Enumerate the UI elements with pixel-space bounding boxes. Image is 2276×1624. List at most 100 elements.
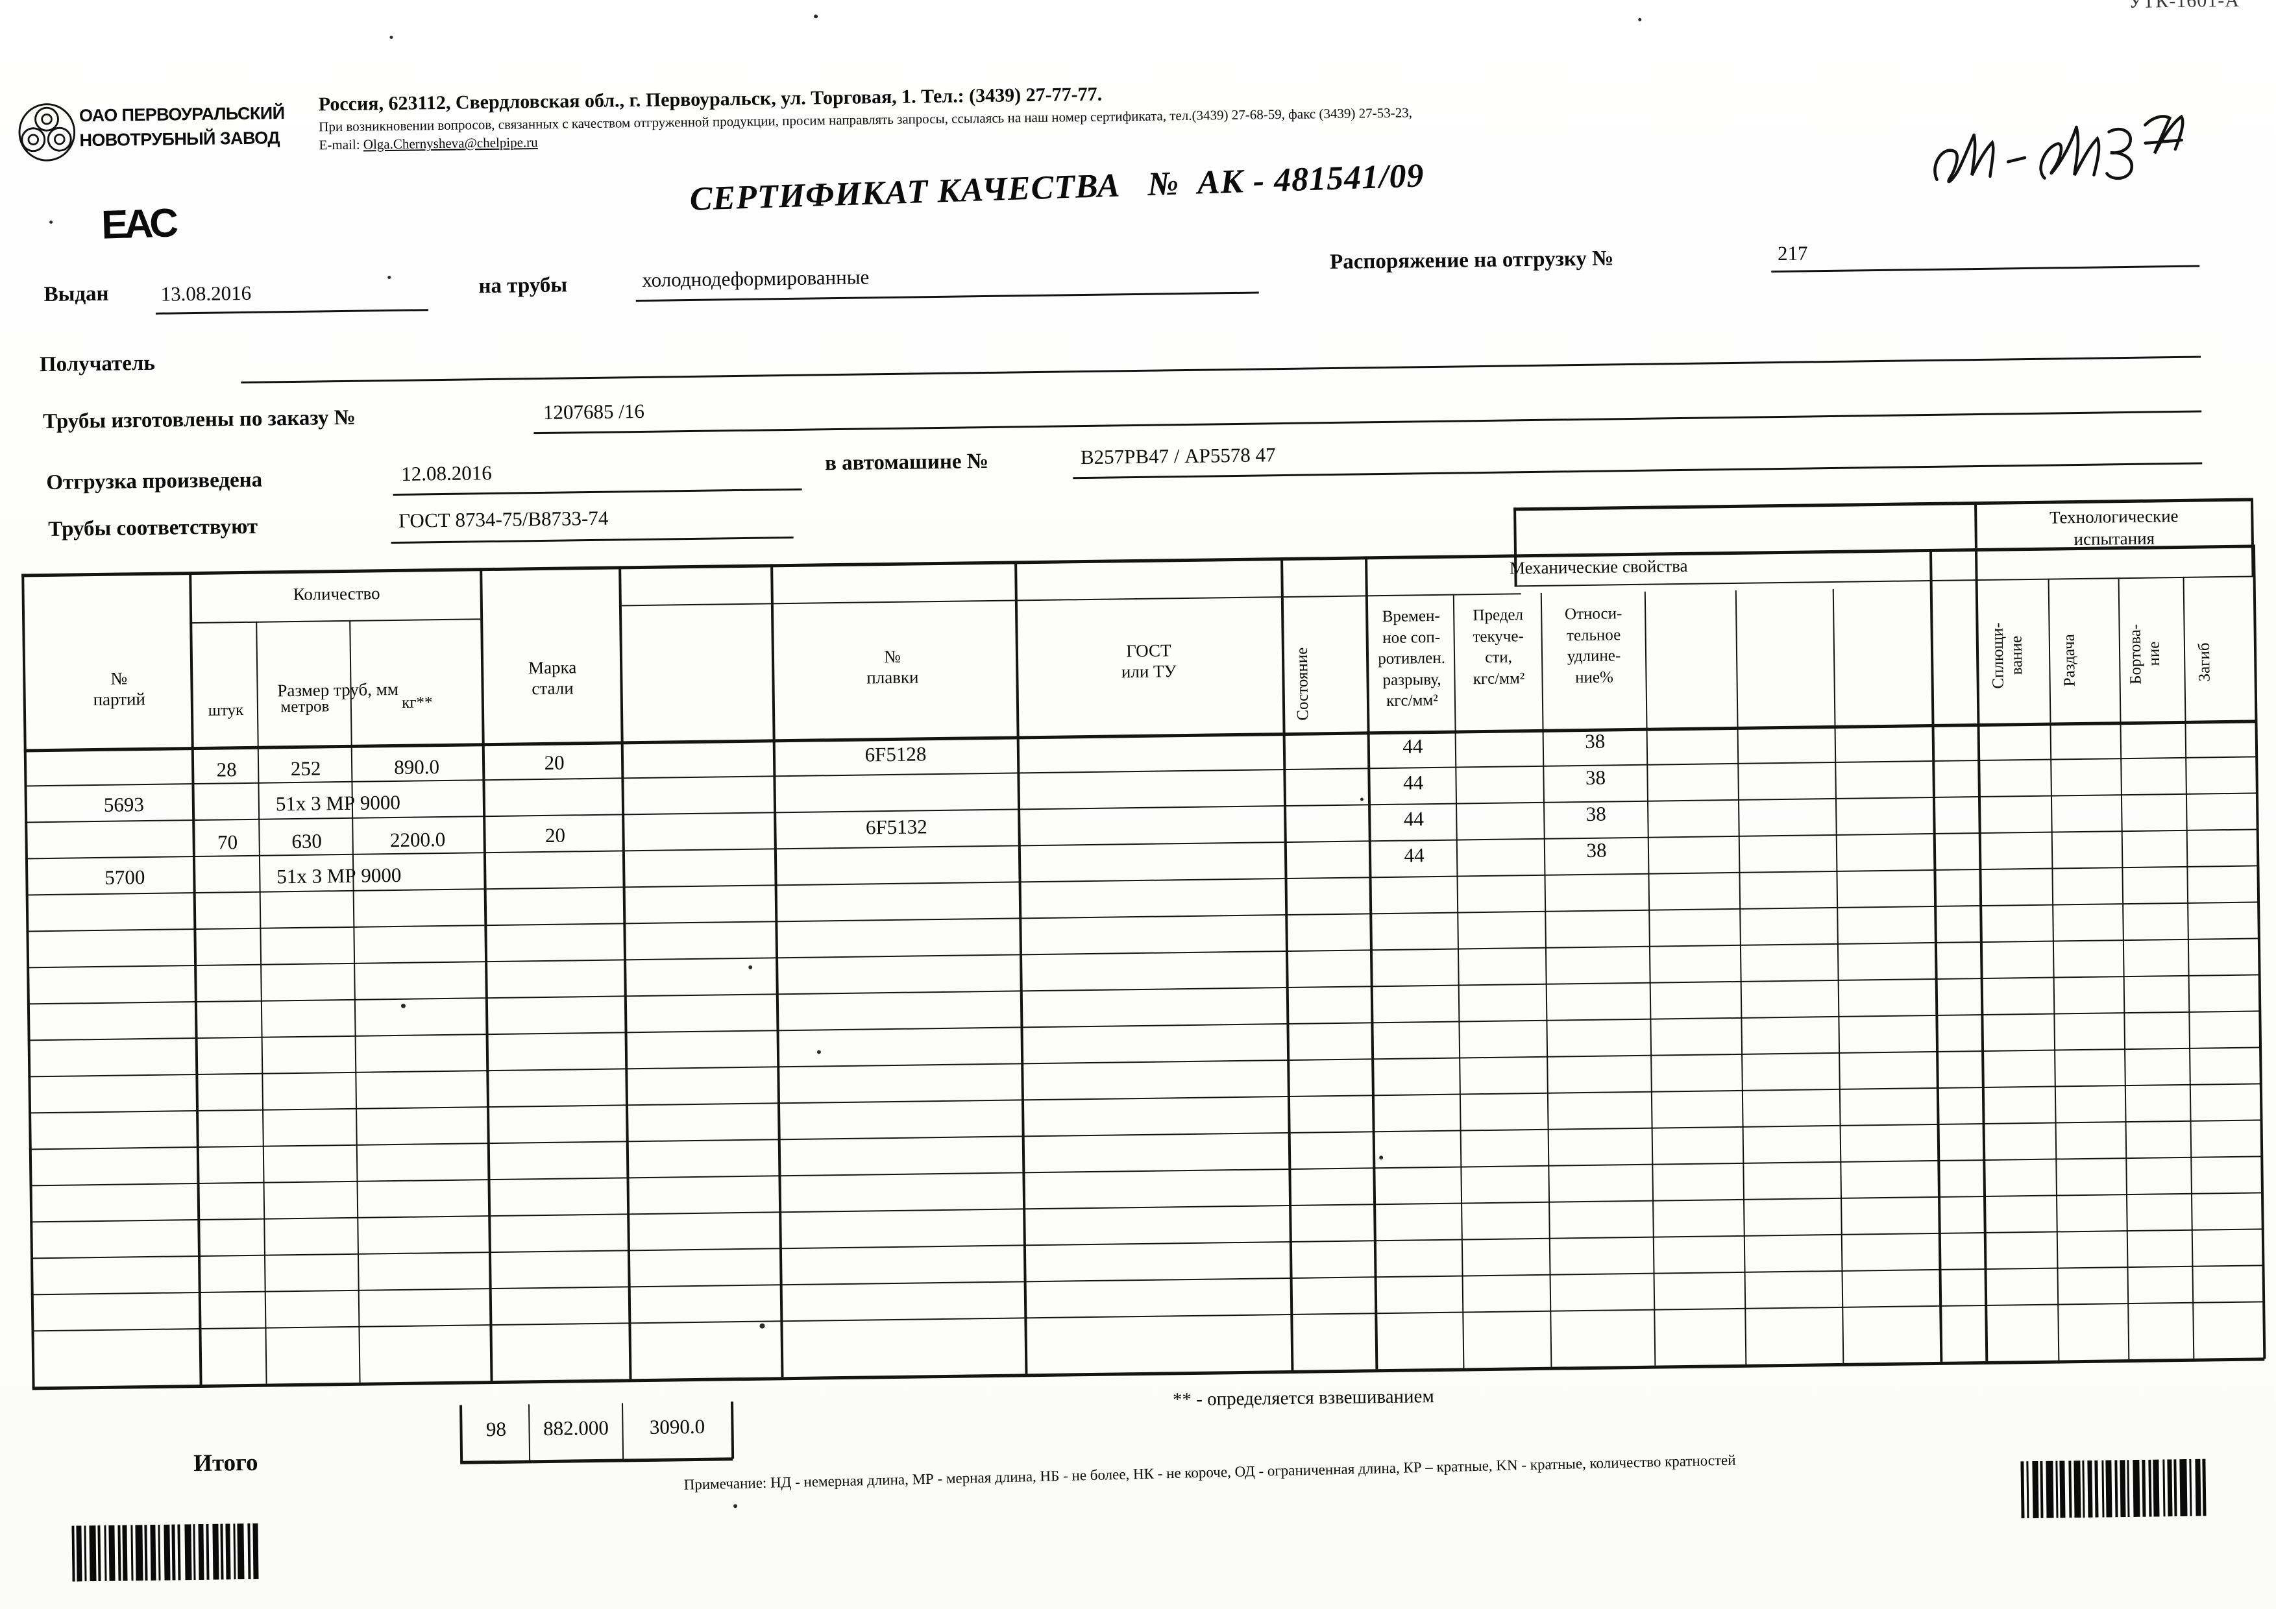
company-logo: ОАО ПЕРВОУРАЛЬСКИЙ НОВОТРУБНЫЙ ЗАВОД xyxy=(17,95,291,176)
header-steel-grade: Марка стали xyxy=(528,657,577,699)
scan-speck xyxy=(733,1504,738,1509)
header-tensile: Времен- ное соп- ротивлен. разрыву, кгс/… xyxy=(1378,607,1446,710)
pipes-label: на трубы xyxy=(478,273,568,298)
table-row: 630 xyxy=(291,829,323,853)
email-label: E-mail: xyxy=(319,136,360,153)
shipment-rule xyxy=(393,488,802,496)
barcode-left xyxy=(71,1523,273,1582)
header-elongation: Относи- тельное удлине- ние% xyxy=(1564,605,1622,686)
issued-rule xyxy=(155,309,428,315)
mech-group-separator xyxy=(618,593,1521,607)
header-flanging: Бортова- ние xyxy=(2126,624,2164,685)
col-sep-grade xyxy=(618,566,632,1379)
table-row: 38 xyxy=(1585,802,1606,825)
table-row: 5693 xyxy=(103,793,145,816)
col-sep-extra3 xyxy=(1929,548,1943,1362)
email-value: Olga.Chernysheva@chelpipe.ru xyxy=(363,134,538,152)
table-row: 38 xyxy=(1585,766,1606,789)
header-flattening: Сплющи- вание xyxy=(1988,622,2026,689)
certificate-number-label: № xyxy=(1147,165,1180,204)
scan-speck xyxy=(816,1050,821,1054)
table-row: 51x 3 МР 9000 xyxy=(276,863,402,888)
header-gost: ГОСТ или ТУ xyxy=(1121,640,1177,682)
scan-speck xyxy=(748,965,753,969)
pipe-plant-logo-icon xyxy=(18,103,76,162)
totals-sep-1 xyxy=(528,1404,531,1462)
scan-speck xyxy=(1379,1156,1384,1160)
header-blank-1 xyxy=(1648,649,1733,650)
shipment-value: 12.08.2016 xyxy=(401,461,492,485)
handwritten-annotation xyxy=(1933,114,2184,184)
table-row: 44 xyxy=(1402,734,1423,758)
col-sep-yield xyxy=(1540,592,1552,1367)
scan-speck xyxy=(1360,797,1364,801)
form-code: УТК-1601-А xyxy=(2128,0,2240,12)
col-sep-meters xyxy=(349,620,361,1383)
table-left-border xyxy=(21,574,35,1388)
header-condition: Состояние xyxy=(1293,648,1312,721)
table-row: 51x 3 МР 9000 xyxy=(275,790,401,816)
table-row: 252 xyxy=(290,757,321,781)
row-line-12 xyxy=(29,1156,2262,1187)
totals-right xyxy=(730,1401,735,1459)
scan-speck xyxy=(49,220,53,224)
table-row: 890.0 xyxy=(394,755,440,779)
header-meters: метров xyxy=(280,697,330,716)
company-address-block: Россия, 623112, Свердловская обл., г. Пе… xyxy=(319,73,1955,153)
vehicle-value: В257РВ47 / АР5578 47 xyxy=(1080,443,1276,469)
row-line-15 xyxy=(31,1265,2264,1296)
totals-meters: 882.000 xyxy=(543,1416,609,1440)
certificate-title-text: СЕРТИФИКАТ КАЧЕСТВА xyxy=(689,167,1121,218)
tech-group-separator xyxy=(1514,576,2253,587)
certificate-number-value: АК - 481541/09 xyxy=(1196,157,1425,202)
row-line-8 xyxy=(27,1010,2260,1041)
table-row: 38 xyxy=(1585,729,1606,753)
weighing-note: ** - определяется взвешиванием xyxy=(1172,1386,1434,1411)
table-row: 20 xyxy=(544,751,565,774)
header-tech-group: Технологические испытания xyxy=(2049,505,2179,549)
form-row-issued: Выдан 13.08.2016 на трубы холоднодеформи… xyxy=(0,241,2270,320)
col-sep-tensile xyxy=(1452,594,1465,1368)
header-lot-no: № партий xyxy=(93,668,146,709)
row-line-16 xyxy=(31,1301,2264,1332)
totals-box: 98 882.000 3090.0 xyxy=(459,1401,798,1464)
issued-label: Выдан xyxy=(43,282,109,306)
header-bending: Загиб xyxy=(2195,642,2214,682)
pipes-rule xyxy=(635,291,1259,302)
shipment-label: Отгрузка произведена xyxy=(46,468,263,494)
conform-rule xyxy=(391,536,794,544)
header-band-separator xyxy=(23,720,2257,753)
col-sep-lot xyxy=(189,572,202,1385)
logo-line-1: ОАО ПЕРВОУРАЛЬСКИЙ xyxy=(79,103,285,126)
table-bottom-border xyxy=(32,1357,2265,1390)
totals-pieces: 98 xyxy=(485,1417,507,1441)
row-line-10 xyxy=(29,1083,2261,1114)
header-expansion: Раздача xyxy=(2060,634,2079,687)
scan-speck xyxy=(759,1323,765,1329)
table-row: 44 xyxy=(1403,807,1425,830)
totals-kg: 3090.0 xyxy=(649,1414,705,1438)
table-right-border xyxy=(2252,544,2266,1359)
shipping-order-label: Распоряжение на отгрузку № xyxy=(1329,247,1614,274)
scan-speck xyxy=(387,275,391,280)
table-row: 6F5128 xyxy=(864,742,927,766)
page-title: СЕРТИФИКАТ КАЧЕСТВА № АК - 481541/09 xyxy=(689,156,1425,219)
header-heat-no: № плавки xyxy=(866,646,919,688)
eac-conformity-mark: ЕAC xyxy=(101,200,176,248)
col-sep-pieces xyxy=(256,621,267,1384)
issued-value: 13.08.2016 xyxy=(160,281,252,306)
table-row: 70 xyxy=(217,830,238,854)
row-line-5 xyxy=(26,901,2259,932)
row-line-6 xyxy=(27,938,2259,969)
table-row: 6F5132 xyxy=(865,815,928,839)
header-quantity-group: Количество xyxy=(293,583,380,605)
order-label: Трубы изготовлены по заказу № xyxy=(42,406,356,434)
col-sep-condition xyxy=(1280,557,1294,1370)
vehicle-label: в автомашине № xyxy=(824,449,989,476)
col-sep-extra2 xyxy=(1832,588,1844,1363)
col-sep-elong xyxy=(1644,591,1656,1366)
legend-note: Примечание: НД - немерная длина, МР - ме… xyxy=(683,1451,1736,1493)
table-row: 5700 xyxy=(104,866,145,889)
row-line-11 xyxy=(29,1119,2262,1150)
